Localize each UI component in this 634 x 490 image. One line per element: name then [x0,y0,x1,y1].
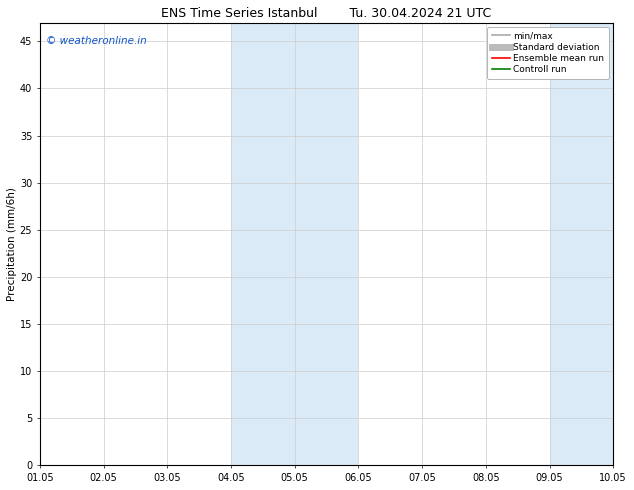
Bar [295,23,358,466]
Bar [231,23,295,466]
Bar [550,23,581,466]
Title: ENS Time Series Istanbul        Tu. 30.04.2024 21 UTC: ENS Time Series Istanbul Tu. 30.04.2024 … [162,7,492,20]
Legend: min/max, Standard deviation, Ensemble mean run, Controll run: min/max, Standard deviation, Ensemble me… [487,27,609,79]
Text: © weatheronline.in: © weatheronline.in [46,36,146,46]
Bar [581,23,613,466]
Y-axis label: Precipitation (mm/6h): Precipitation (mm/6h) [7,187,17,301]
